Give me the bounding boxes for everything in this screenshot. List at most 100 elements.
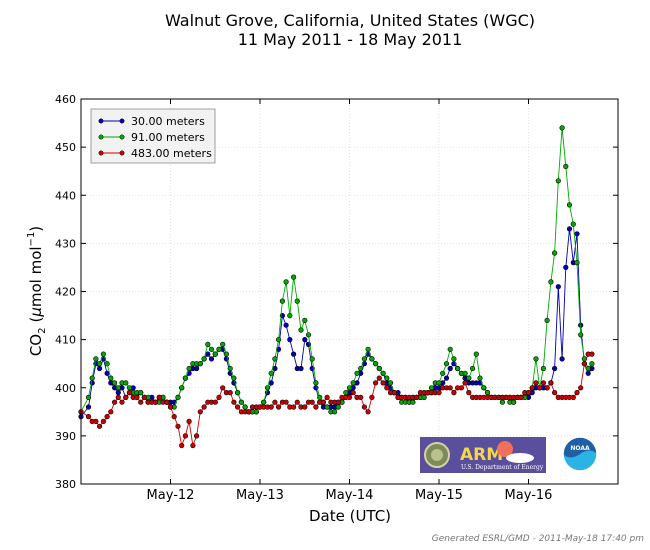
y-label-unit: mol mol (27, 246, 45, 307)
data-point (589, 351, 595, 357)
y-tick-label: 390 (55, 430, 76, 443)
data-point (551, 365, 558, 372)
arm-logo: ARM U.S. Department of Energy (420, 437, 546, 473)
data-point (414, 394, 420, 401)
data-point (410, 399, 416, 405)
data-point (391, 390, 397, 396)
data-point (227, 390, 233, 396)
y-label-sub: 2 (37, 328, 48, 334)
data-point (242, 404, 248, 410)
data-point (376, 365, 382, 372)
data-point (529, 385, 535, 391)
data-point (179, 385, 185, 391)
data-point (298, 365, 304, 372)
data-point (208, 346, 215, 352)
y-tick-label: 380 (55, 478, 76, 491)
data-point (93, 356, 99, 362)
data-point (291, 274, 297, 280)
data-point (551, 390, 558, 396)
data-point (294, 399, 300, 405)
data-point (194, 433, 200, 439)
data-point (537, 385, 543, 391)
data-point (100, 418, 106, 425)
y-tick-label: 440 (55, 189, 76, 202)
data-point (566, 202, 573, 208)
legend: 30.00 meters 91.00 meters 483.00 meters (90, 108, 216, 164)
data-point (440, 370, 446, 376)
data-point (466, 390, 472, 396)
data-point (481, 385, 487, 391)
data-point (578, 332, 584, 338)
grid (81, 99, 618, 484)
data-point (317, 394, 323, 401)
y-tick-label: 420 (55, 286, 76, 299)
data-point (313, 380, 319, 386)
series-3 (78, 351, 595, 449)
data-point (570, 394, 576, 401)
data-point (291, 404, 297, 410)
data-point (365, 409, 371, 415)
data-point (578, 385, 584, 391)
data-point (563, 163, 569, 169)
data-point (570, 221, 576, 227)
data-point (197, 361, 203, 367)
y-axis-label: CO2 (μmol mol−1) (26, 226, 48, 356)
data-point (138, 390, 144, 396)
data-point (428, 385, 435, 391)
data-point (373, 380, 379, 386)
data-point (123, 380, 129, 386)
data-point (324, 404, 330, 410)
data-point (235, 404, 241, 410)
data-point (373, 361, 379, 367)
data-point (358, 365, 364, 372)
data-point (205, 341, 211, 348)
data-point (119, 399, 125, 405)
chart-subtitle: 11 May 2011 - 18 May 2011 (237, 30, 463, 49)
legend-marker (98, 150, 104, 156)
data-point (518, 394, 524, 401)
data-point (279, 298, 286, 304)
data-point (238, 399, 244, 405)
data-point (134, 394, 140, 401)
data-point (153, 399, 159, 405)
series-2 (78, 125, 595, 415)
data-point (227, 365, 233, 372)
data-point (231, 399, 237, 405)
y-tick-label: 430 (55, 237, 76, 250)
arm-logo-text: ARM (460, 445, 503, 465)
data-point (563, 264, 569, 271)
data-point (466, 375, 472, 381)
data-point (126, 390, 133, 396)
data-point (369, 394, 375, 401)
data-point (276, 337, 282, 343)
data-point (261, 399, 267, 405)
data-point (291, 351, 297, 357)
data-point (108, 409, 114, 415)
data-point (447, 365, 453, 372)
data-point (115, 394, 121, 401)
data-point (96, 423, 103, 429)
data-point (100, 351, 106, 357)
data-point (115, 390, 121, 396)
legend-marker (119, 134, 125, 140)
data-point (358, 394, 364, 401)
data-point (421, 394, 427, 401)
data-point (540, 365, 547, 372)
data-point (208, 356, 215, 362)
data-point (235, 390, 241, 396)
legend-label: 483.00 meters (131, 147, 212, 160)
y-label-base: CO (27, 334, 45, 356)
data-point (566, 226, 573, 232)
data-point (272, 399, 278, 405)
data-point (220, 341, 226, 348)
series-1 (78, 226, 595, 420)
data-point (268, 404, 274, 410)
data-point (443, 361, 450, 367)
noaa-logo-text: NOAA (570, 445, 590, 452)
data-point (179, 442, 185, 449)
data-point (111, 399, 118, 405)
data-point (346, 385, 353, 391)
data-point (559, 125, 565, 131)
data-point (212, 351, 218, 357)
